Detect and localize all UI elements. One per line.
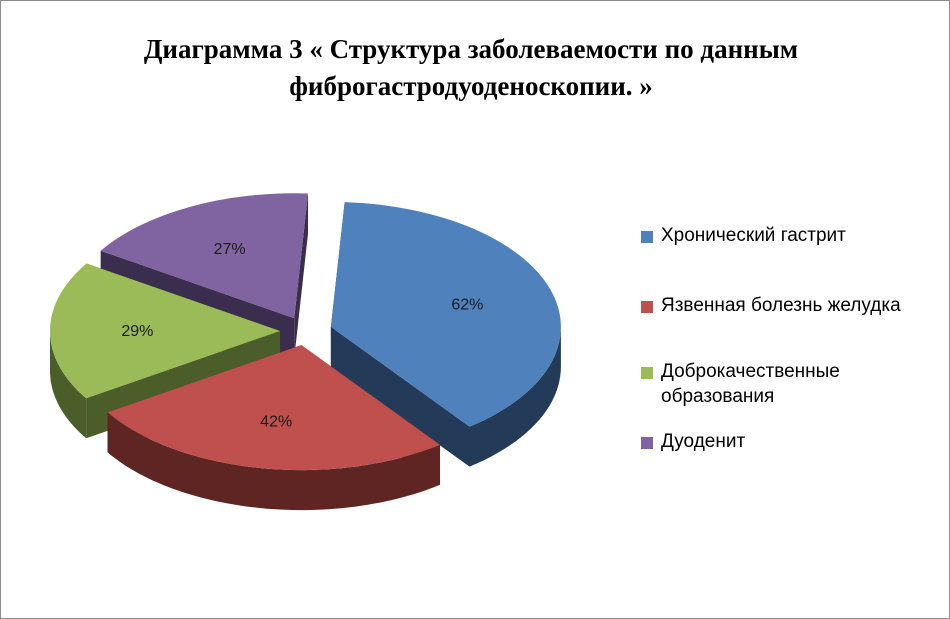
legend-swatch-0 [641, 231, 653, 243]
legend-label-0: Хронический гастрит [661, 225, 846, 246]
pie-slice-side-1 [107, 412, 440, 511]
pie-slice-side-0 [469, 325, 561, 467]
chart-title: Диаграмма 3 « Структура заболеваемости п… [61, 31, 881, 105]
pie-slice-1 [107, 345, 441, 471]
legend-label-2: Доброкачественные образования [661, 361, 840, 407]
legend-item-2: Доброкачественные образования [641, 359, 931, 409]
data-label-1: 42% [260, 413, 292, 430]
legend-swatch-1 [641, 301, 653, 313]
pie-slice-2 [49, 263, 281, 399]
data-label-2: 29% [121, 323, 153, 340]
legend-item-0: Хронический гастрит [641, 223, 931, 248]
pie-slice-wall-3-1 [294, 193, 309, 359]
legend-item-1: Язвенная болезнь желудка [641, 293, 931, 318]
pie-slice-wall-0-1 [330, 326, 470, 467]
data-label-3: 27% [214, 241, 246, 258]
legend-label-3: Дуоденит [661, 431, 746, 452]
pie-slice-3 [100, 193, 309, 319]
legend-label-1: Язвенная болезнь желудка [661, 295, 901, 316]
legend-swatch-2 [641, 367, 653, 379]
pie-slice-side-2 [50, 330, 87, 439]
chart-title-line-2: фиброгастродуоденоскопии. » [289, 71, 653, 101]
data-label-0: 62% [451, 296, 483, 313]
pie-slice-0 [330, 202, 561, 427]
chart-title-line-1: Диаграмма 3 « Структура заболеваемости п… [143, 34, 799, 64]
legend-swatch-3 [641, 437, 653, 449]
legend-item-3: Дуоденит [641, 429, 931, 454]
pie-chart: 62% 42% 29% 27% [49, 193, 561, 511]
